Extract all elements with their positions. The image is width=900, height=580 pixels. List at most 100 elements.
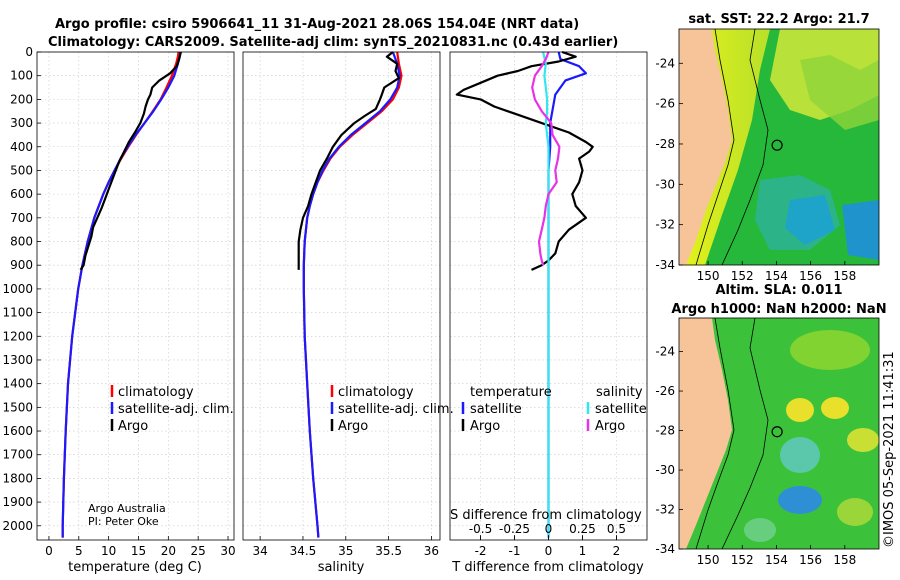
- difference-xtick-label-4: 2: [613, 544, 621, 558]
- sla-map-title-line2: Argo h1000: NaN h2000: NaN: [671, 302, 886, 317]
- sst-1000m-contour: [721, 29, 769, 265]
- legend-heading-salinity: salinity: [596, 385, 643, 400]
- depth-tick-label-6: 600: [10, 187, 33, 201]
- difference-panel: -2 -1 0 1 2 -0.5 -0.25 0 0.25 0.5 S difference f…: [449, 50, 648, 575]
- sla-float-marker: [771, 426, 783, 438]
- sla-ytick-label-1: -26: [655, 384, 675, 398]
- sla-ytick-label-3: -30: [655, 463, 675, 477]
- depth-tick-label-0: 0: [25, 45, 33, 59]
- sst-map-title: sat. SST: 22.2 Argo: 21.7: [688, 12, 869, 27]
- sal-diff-tick-label-2: 0: [545, 522, 553, 536]
- sst-cool-patch-se: [842, 200, 879, 260]
- legend-label-temp-argo: Argo: [470, 419, 500, 434]
- sla-patch-6: [744, 518, 776, 542]
- difference-xtick-label-0: -2: [475, 544, 487, 558]
- sst-xtick-label-2: 154: [765, 269, 788, 283]
- depth-tick-label-4: 400: [10, 140, 33, 154]
- sla-map-frame: [678, 317, 880, 550]
- depth-tick-label-12: 1200: [2, 329, 33, 343]
- salinity-xtick-label-3: 35.5: [375, 544, 402, 558]
- depth-tick-label-19: 1900: [2, 495, 33, 509]
- sst-xtick-label-4: 158: [833, 269, 856, 283]
- sla-xtick-label-2: 154: [765, 553, 788, 567]
- depth-tick-label-16: 1600: [2, 424, 33, 438]
- temperature-xtick-label-2: 10: [101, 544, 116, 558]
- temperature-panel: 0100200300400500600700800900100011001200…: [2, 45, 235, 575]
- sal-diff-tick-label-0: -0.5: [469, 522, 492, 536]
- legend-label-sal-argo: Argo: [595, 419, 625, 434]
- salinity-xtick-label-2: 35: [338, 544, 353, 558]
- sst-xtick-label-3: 156: [799, 269, 822, 283]
- depth-tick-label-5: 500: [10, 163, 33, 177]
- sla-xtick-label-1: 152: [731, 553, 754, 567]
- sla-map: Altim. SLA: 0.011 Argo h1000: NaN h2000:…: [655, 283, 886, 567]
- temperature-xtick-label-4: 20: [161, 544, 176, 558]
- depth-tick-label-20: 2000: [2, 519, 33, 533]
- depth-tick-label-15: 1500: [2, 400, 33, 414]
- depth-tick-label-1: 100: [10, 69, 33, 83]
- sst-ytick-label-1: -26: [655, 97, 675, 111]
- depth-tick-label-10: 1000: [2, 282, 33, 296]
- sst-coastline: [695, 29, 735, 265]
- sst-ytick-label-3: -30: [655, 177, 675, 191]
- difference-series-temperature-argo: [455, 50, 594, 271]
- depth-tick-label-14: 1400: [2, 377, 33, 391]
- sal-diff-tick-label-1: -0.25: [499, 522, 530, 536]
- sla-xtick-label-4: 158: [833, 553, 856, 567]
- figure-title-line1: Argo profile: csiro 5906641_11 31-Aug-20…: [55, 17, 579, 32]
- salinity-xtick-label-1: 34.5: [290, 544, 317, 558]
- sst-cool-patch-2: [785, 195, 835, 245]
- depth-tick-label-11: 1100: [2, 306, 33, 320]
- sla-xtick-label-0: 150: [697, 553, 720, 567]
- sla-high-patch-1: [790, 330, 870, 370]
- sla-ytick-label-4: -32: [655, 503, 675, 517]
- salinity-panel: 34 34.5 35 35.5 36 salinity climatology sate…: [242, 51, 454, 575]
- temperature-series-argo: [79, 51, 182, 271]
- t-difference-xlabel: T difference from climatology: [451, 560, 644, 575]
- credit-line2: PI: Peter Oke: [88, 515, 159, 528]
- legend-label-temp-satellite: satellite: [470, 402, 522, 417]
- legend-label-climatology: climatology: [118, 385, 194, 400]
- salinity-xtick-label-0: 34: [252, 544, 267, 558]
- difference-xtick-label-3: 1: [579, 544, 587, 558]
- depth-tick-label-9: 900: [10, 258, 33, 272]
- salinity-xtick-label-4: 36: [424, 544, 439, 558]
- sla-land: [679, 318, 732, 549]
- salinity-series-argo: [297, 51, 400, 270]
- sst-map-frame: [678, 28, 880, 266]
- sla-high-patch-5: [837, 498, 873, 526]
- sst-ytick-label-4: -32: [655, 218, 675, 232]
- difference-xtick-label-1: -1: [509, 544, 521, 558]
- s-difference-label: S difference from climatology: [450, 508, 642, 523]
- temperature-xtick-label-0: 0: [45, 544, 53, 558]
- sla-ytick-label-5: -34: [655, 542, 675, 556]
- depth-tick-label-17: 1700: [2, 448, 33, 462]
- depth-tick-label-18: 1800: [2, 471, 33, 485]
- depth-tick-label-8: 800: [10, 235, 33, 249]
- salinity-series-satellite-adj-clim-: [302, 51, 401, 538]
- sla-map-title-line1: Altim. SLA: 0.011: [716, 283, 843, 298]
- credit-line1: Argo Australia: [88, 502, 166, 515]
- difference-series-temperature-satellite: [547, 51, 588, 538]
- salinity-axes-frame: [242, 51, 441, 541]
- temperature-xtick-label-3: 15: [131, 544, 146, 558]
- legend-label-satellite: satellite-adj. clim.: [338, 402, 454, 417]
- difference-xtick-label-2: 0: [545, 544, 553, 558]
- sst-patch-mid: [800, 55, 879, 130]
- temperature-axes-frame: [36, 51, 235, 541]
- sst-float-marker: [771, 139, 783, 151]
- sla-xtick-label-3: 156: [799, 553, 822, 567]
- legend-heading-temperature: temperature: [470, 385, 552, 400]
- temperature-series-satellite-adj-clim-: [61, 51, 182, 538]
- sal-diff-tick-label-4: 0.5: [607, 522, 626, 536]
- legend-label-argo: Argo: [118, 419, 148, 434]
- difference-legend-salinity: salinity satellite Argo: [586, 385, 647, 434]
- sal-diff-tick-label-3: 0.25: [569, 522, 596, 536]
- salinity-legend: climatology satellite-adj. clim. Argo: [330, 385, 454, 434]
- difference-legend-temperature: temperature satellite Argo: [461, 385, 552, 434]
- legend-label-sal-satellite: satellite: [595, 402, 647, 417]
- difference-series-salinity-argo: [531, 51, 561, 266]
- sst-xtick-label-1: 152: [731, 269, 754, 283]
- sst-xtick-label-0: 150: [697, 269, 720, 283]
